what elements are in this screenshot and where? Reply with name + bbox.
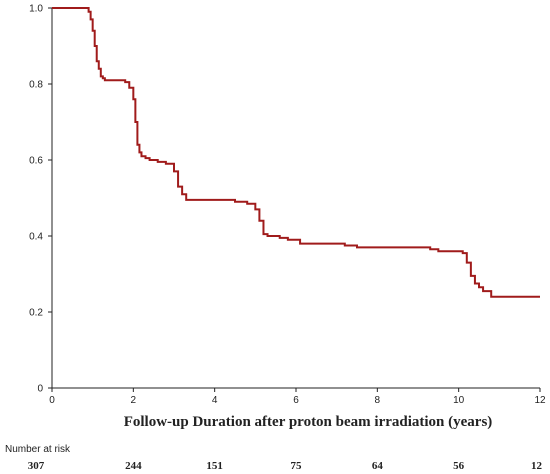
x-tick-label: 4: [212, 395, 218, 406]
number-at-risk-row: 307 244 151 75 64 56 12: [28, 460, 543, 472]
x-axis-label: Follow-up Duration after proton beam irr…: [124, 414, 493, 430]
y-tick-label: 0.2: [29, 308, 43, 319]
number-at-risk-value: 307: [28, 460, 45, 472]
number-at-risk-value: 12: [531, 460, 543, 472]
y-tick-label: 0.8: [29, 80, 43, 91]
x-tick-label: 12: [534, 395, 546, 406]
survival-curve-line: [52, 7, 540, 298]
y-tick-label: 1.0: [29, 4, 43, 15]
number-at-risk-value: 151: [206, 460, 223, 472]
x-tick-label: 2: [131, 395, 137, 406]
series-group: [52, 7, 540, 298]
x-tick-label: 8: [375, 395, 381, 406]
x-tick-label: 6: [293, 395, 299, 406]
number-at-risk-value: 244: [125, 460, 142, 472]
number-at-risk-title: Number at risk: [5, 444, 71, 455]
y-tick-label: 0.6: [29, 156, 43, 167]
x-tick-label: 0: [49, 395, 55, 406]
y-tick-label: 0.4: [29, 232, 43, 243]
axes: 0 2 4 6 8 10 12 0 0.2 0.4 0.6 0.8 1.0: [29, 4, 546, 407]
number-at-risk-value: 64: [372, 460, 384, 472]
number-at-risk-value: 56: [453, 460, 465, 472]
x-tick-label: 10: [453, 395, 465, 406]
number-at-risk-value: 75: [291, 460, 303, 472]
y-tick-label: 0: [37, 384, 43, 395]
